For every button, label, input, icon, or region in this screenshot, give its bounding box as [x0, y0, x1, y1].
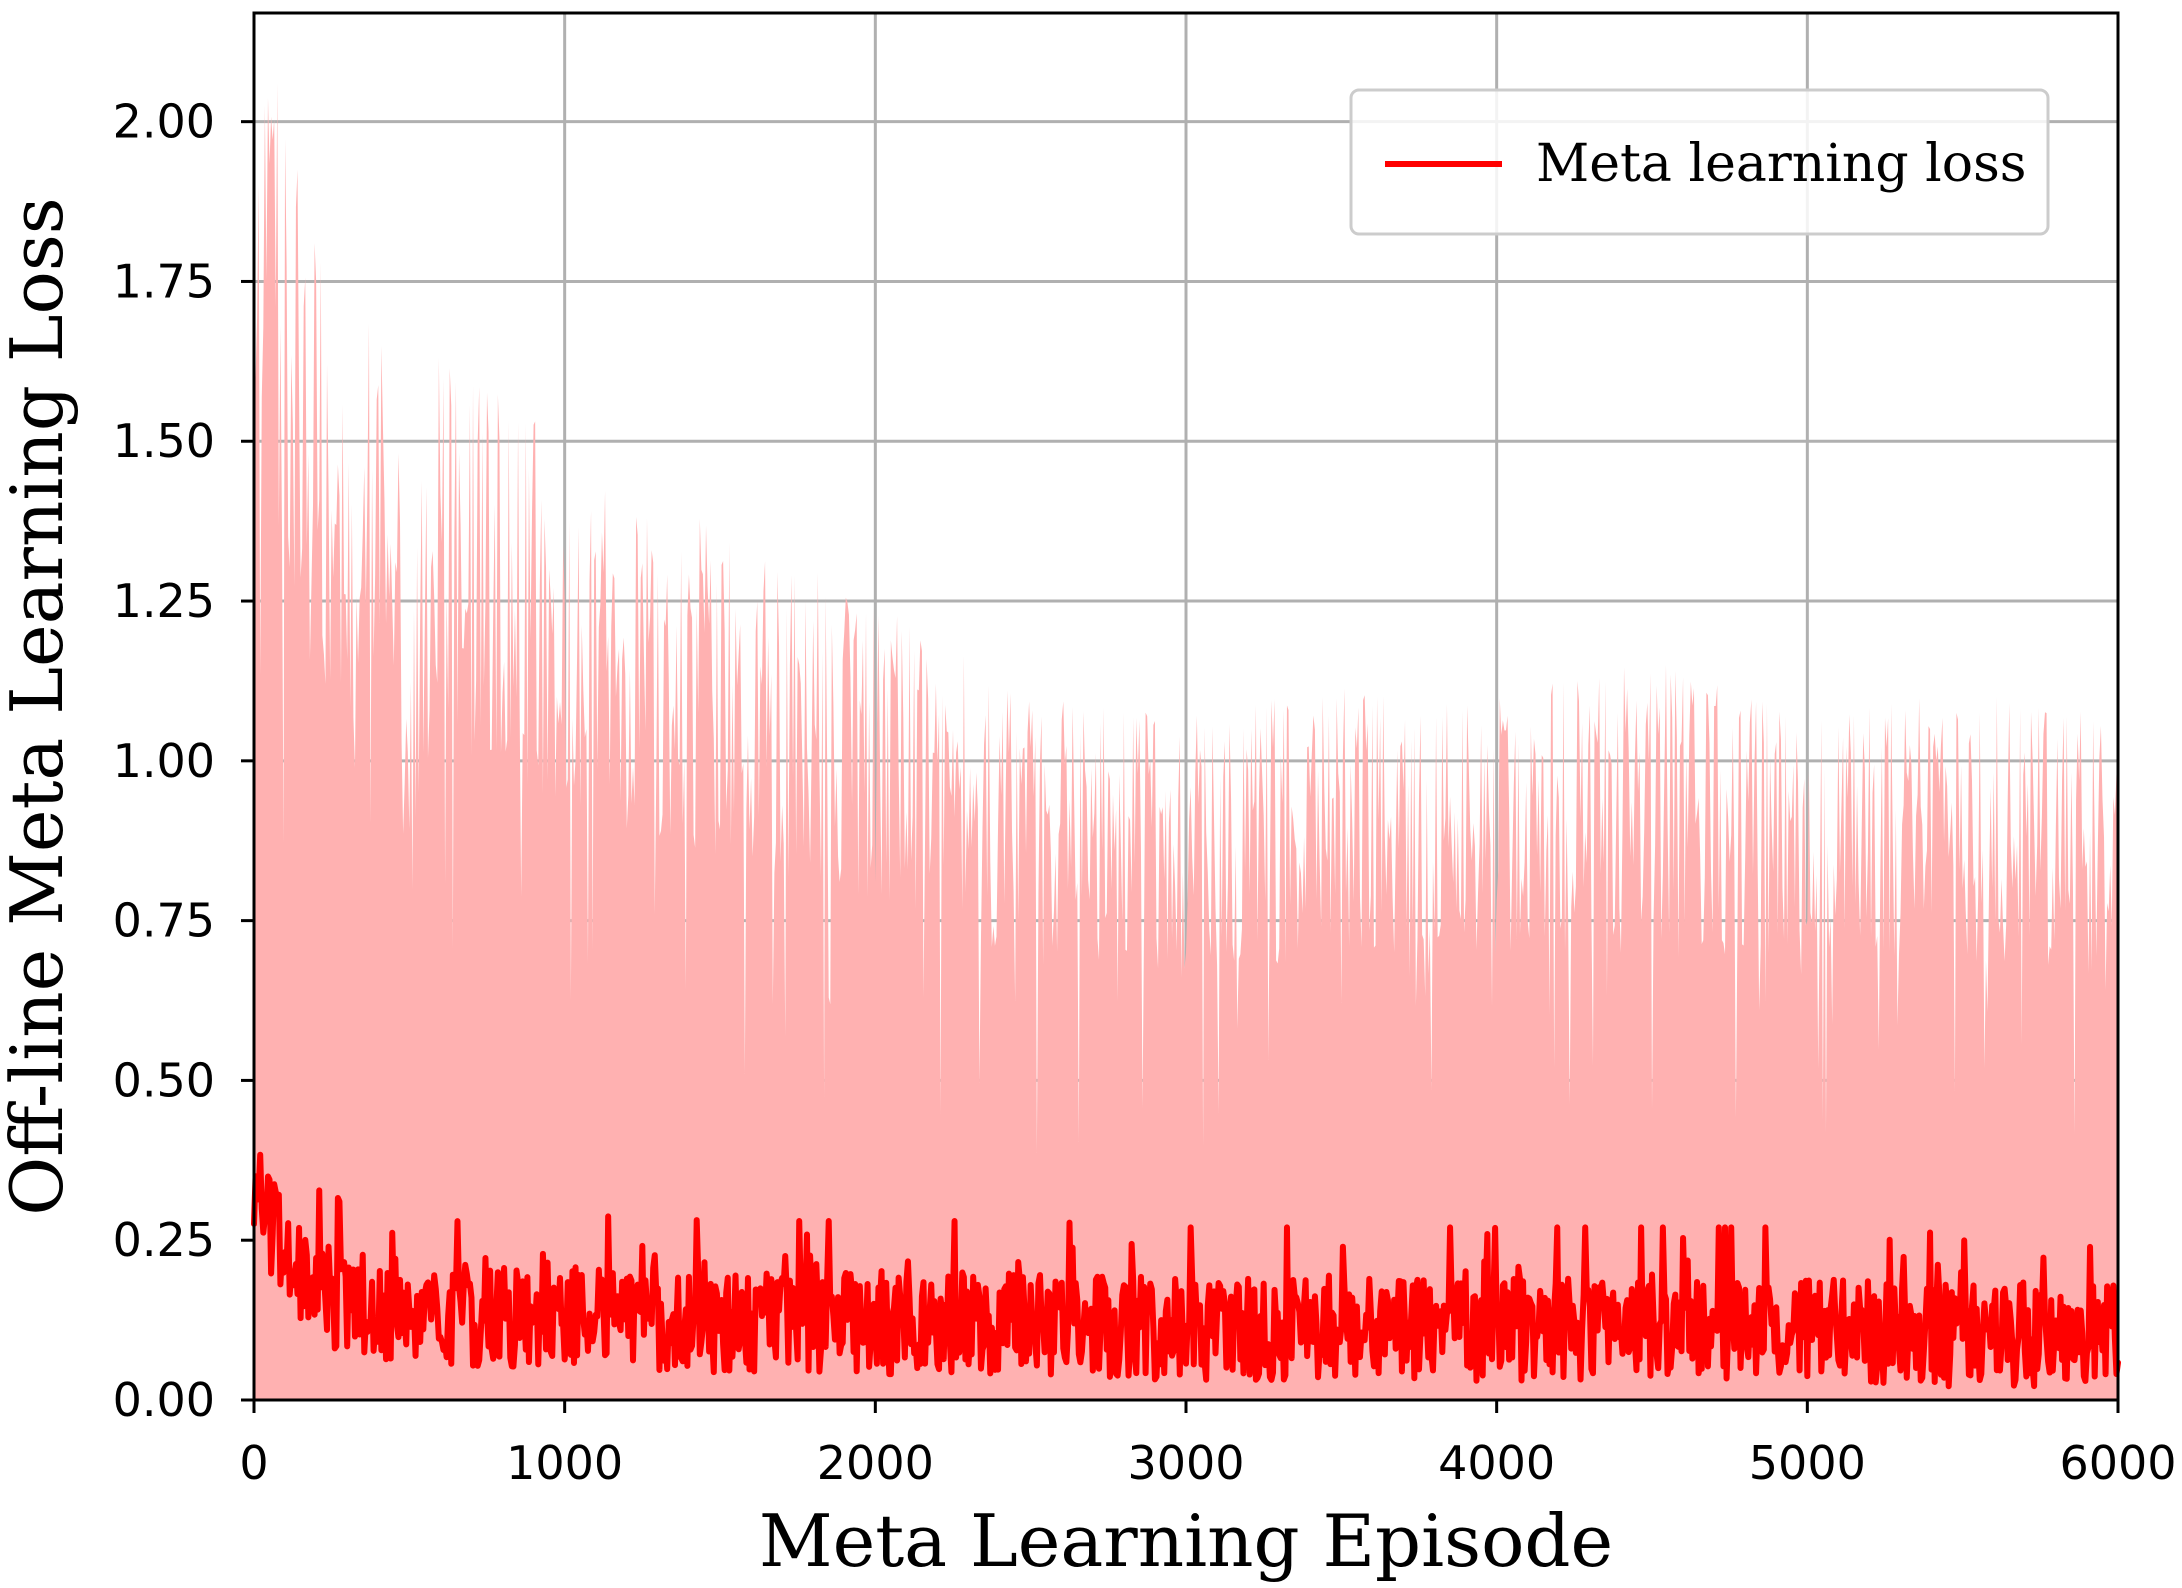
loss-band-group: [254, 82, 2118, 1401]
y-tick-label: 0.50: [113, 1053, 215, 1107]
y-tick-label: 1.00: [113, 734, 215, 788]
x-tick-label: 5000: [1749, 1436, 1866, 1490]
legend-box: [1349, 88, 2050, 236]
loss-line-series: [251, 1151, 2121, 1390]
x-tick-label: 2000: [817, 1436, 934, 1490]
loss-band-area: [254, 82, 2118, 1401]
loss-line-group: [251, 1151, 2121, 1390]
legend-entry-label: Meta learning loss: [1536, 134, 2026, 194]
y-axis-label: Off-line Meta Learning Loss: [0, 197, 79, 1216]
x-axis-label: Meta Learning Episode: [759, 1499, 1613, 1583]
legend: Meta learning loss: [1349, 88, 2050, 236]
y-tick-label: 0.00: [113, 1373, 215, 1427]
y-tick-label: 2.00: [113, 95, 215, 149]
x-tick-label: 3000: [1127, 1436, 1244, 1490]
x-tick-group: 0 1000 2000 3000 4000 5000 6000: [239, 1400, 2177, 1490]
x-tick-label: 1000: [506, 1436, 623, 1490]
x-tick-label: 4000: [1438, 1436, 1555, 1490]
x-tick-label: 6000: [2059, 1436, 2176, 1490]
y-tick-group: 0.00 0.25 0.50 0.75 1.00 1.25 1.50 1.75 2.00: [113, 95, 254, 1427]
x-tick-label: 0: [239, 1436, 268, 1490]
y-tick-label: 1.75: [113, 254, 215, 308]
y-tick-label: 0.75: [113, 894, 215, 948]
y-tick-label: 1.25: [113, 574, 215, 628]
y-tick-label: 0.25: [113, 1213, 215, 1267]
y-tick-label: 1.50: [113, 414, 215, 468]
